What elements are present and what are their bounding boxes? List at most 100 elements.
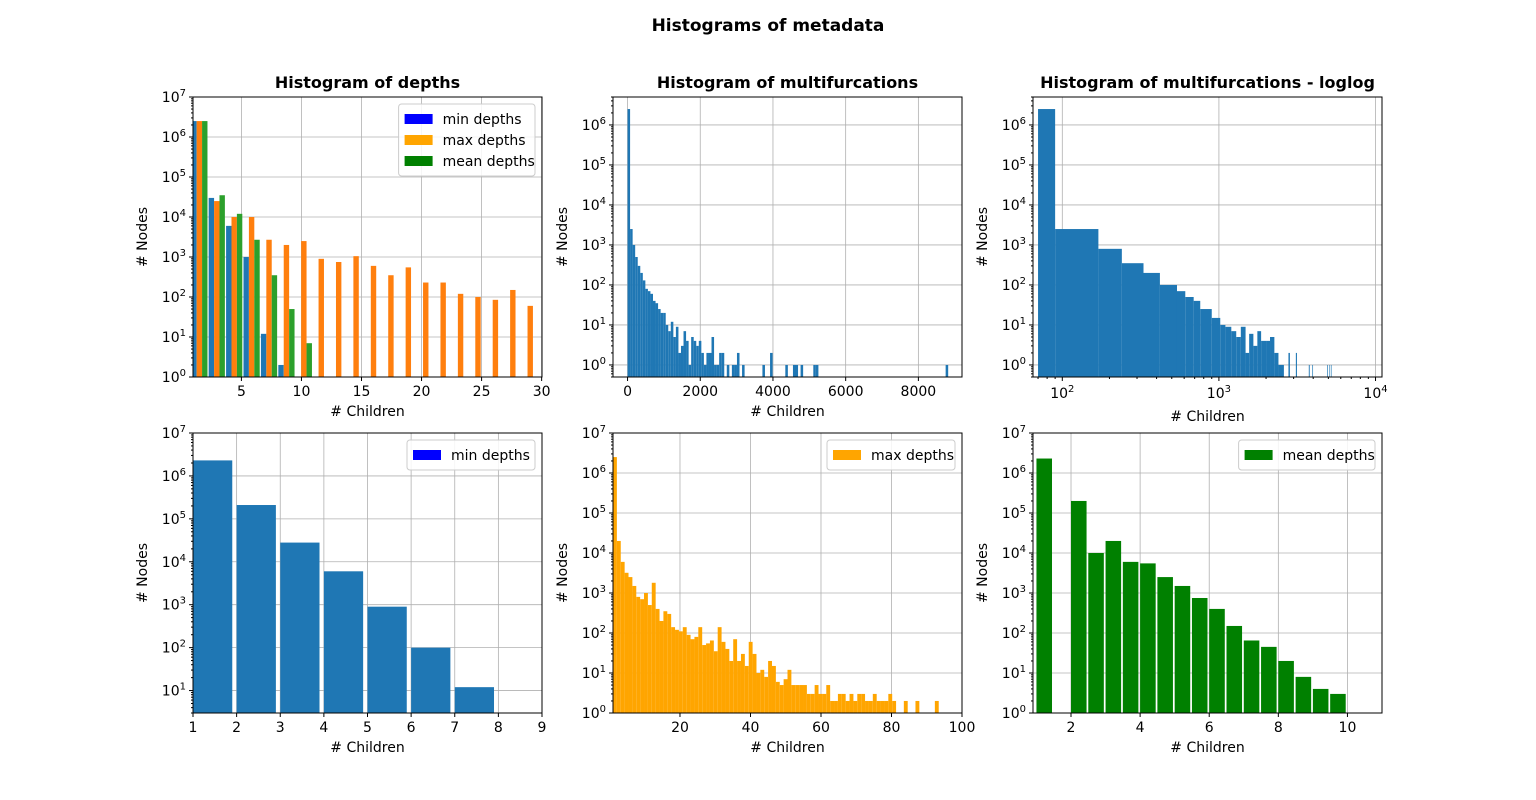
bar (353, 256, 359, 377)
bar (627, 109, 631, 377)
legend-swatch (1244, 450, 1273, 460)
x-tick-label: 104 (1363, 384, 1387, 402)
plot-frame (192, 96, 543, 378)
bar (1312, 364, 1314, 377)
y-tick-label: 106 (162, 467, 186, 485)
bar (647, 291, 651, 377)
bar (219, 195, 225, 377)
y-tick-label: 101 (582, 664, 606, 682)
bar (283, 244, 290, 377)
legend-p1: min depths max depths mean depths (398, 103, 536, 177)
x-tick-label: 8000 (901, 384, 937, 400)
bar (454, 687, 495, 713)
bar (785, 364, 788, 377)
bar (680, 345, 684, 377)
x-tick-label: 20 (413, 384, 431, 400)
legend-p5: max depths (826, 439, 956, 471)
x-axis-p2: 0 2000 4000 6000 8000 (623, 377, 936, 400)
bar (492, 299, 499, 377)
bar (775, 681, 780, 713)
legend-swatch (404, 156, 433, 166)
bar (1245, 352, 1250, 377)
y-tick-label: 102 (582, 624, 606, 642)
bar (841, 693, 846, 713)
bar (655, 608, 660, 713)
x-axis-label: # Children (750, 404, 824, 420)
bar (260, 333, 267, 377)
x-axis-label: # Children (330, 740, 404, 756)
bar (632, 585, 637, 713)
y-tick-label: 100 (162, 368, 186, 386)
bar (1055, 229, 1099, 377)
bar (719, 352, 722, 377)
legend-p6: mean depths (1238, 439, 1376, 471)
y-axis-p3: 100 101 102 103 104 105 106 (1002, 96, 1033, 378)
bar (193, 121, 197, 377)
bar (660, 312, 664, 377)
bar (799, 685, 804, 713)
bar (1329, 364, 1331, 377)
bar (1211, 317, 1221, 377)
figure-title: Histograms of metadata (652, 16, 885, 36)
bar (254, 239, 260, 377)
x-tick-label: 7 (450, 720, 459, 736)
bar (1231, 331, 1237, 377)
bars-p4 (193, 460, 495, 713)
bar (1278, 660, 1294, 713)
x-axis-p6: 2 4 6 8 10 (1067, 713, 1356, 736)
bar (787, 669, 792, 713)
y-tick-label: 105 (1002, 156, 1026, 174)
bar (693, 340, 697, 377)
y-tick-label: 101 (162, 682, 186, 700)
bar (335, 261, 342, 377)
y-tick-label: 105 (162, 510, 186, 528)
bar (703, 364, 707, 377)
bar (1312, 688, 1329, 713)
y-axis-label: # Nodes (555, 543, 571, 603)
bar (440, 282, 446, 377)
bar (764, 676, 769, 713)
y-tick-label: 103 (582, 236, 606, 254)
bar (318, 258, 324, 377)
bar (1295, 676, 1312, 713)
legend-swatch (413, 450, 441, 460)
x-axis-p1: 5 10 15 20 25 30 (237, 377, 551, 400)
bar (1157, 577, 1173, 713)
bar (1088, 553, 1104, 713)
x-tick-label: 1 (189, 720, 198, 736)
bar (721, 352, 725, 377)
bar (1330, 364, 1332, 377)
bar (708, 352, 712, 377)
y-tick-label: 105 (1002, 504, 1026, 522)
bar (655, 303, 659, 377)
bar (193, 460, 233, 713)
bar (370, 265, 377, 377)
bar (783, 679, 788, 713)
legend-box (406, 439, 536, 471)
bar (945, 364, 949, 377)
x-tick-label: 60 (812, 720, 830, 736)
bar (686, 340, 689, 377)
bar (280, 542, 320, 713)
x-tick-label: 4 (319, 720, 328, 736)
bar (668, 331, 671, 377)
bar (1193, 300, 1201, 377)
y-tick-label: 102 (1002, 276, 1026, 294)
bar (740, 653, 745, 713)
bar (691, 337, 694, 377)
bar (706, 643, 710, 713)
bar (818, 693, 823, 713)
bar (1185, 297, 1194, 377)
x-axis-p5: 20 40 60 80 100 (671, 713, 975, 736)
bar (1330, 693, 1346, 713)
x-tick-label: 25 (473, 384, 491, 400)
bar (620, 561, 625, 713)
bar (814, 685, 819, 713)
bar (642, 280, 646, 377)
x-tick-label: 2000 (682, 384, 718, 400)
y-tick-label: 100 (1002, 356, 1026, 374)
bar (1326, 364, 1328, 377)
x-tick-label: 2 (1067, 720, 1076, 736)
bar (632, 244, 636, 377)
bar (423, 282, 429, 377)
